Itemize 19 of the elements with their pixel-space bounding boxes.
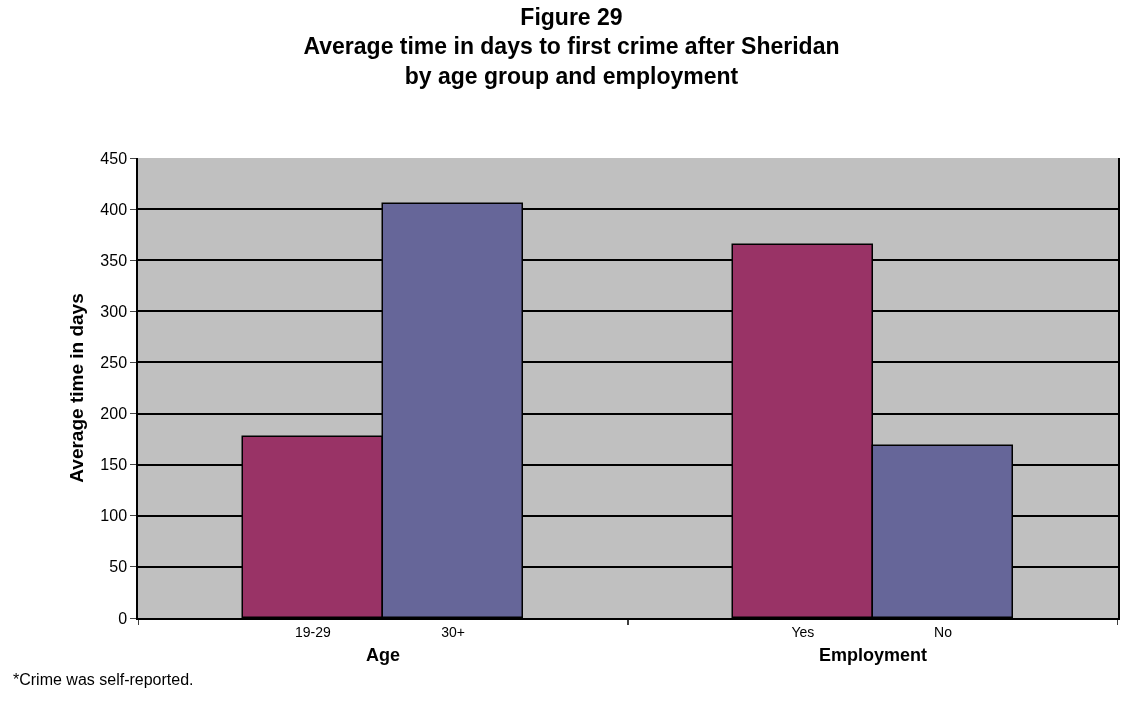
y-tick-label: 150	[100, 456, 128, 474]
y-tick-label: 300	[100, 302, 128, 320]
x-tick-label: 30+	[441, 623, 465, 640]
y-tick-label: 200	[100, 405, 128, 423]
y-tick-label: 250	[100, 354, 128, 372]
y-tick-label: 450	[100, 149, 128, 167]
y-tick-label: 50	[109, 558, 128, 576]
chart-title: Figure 29 Average time in days to first crime after Sheridan by age group and employment	[303, 3, 840, 90]
text: *Crime was self-reported.	[13, 671, 194, 688]
text: Employment	[819, 645, 928, 665]
y-axis-title: Average time in days	[65, 293, 87, 483]
x-tick-label: No	[934, 623, 953, 640]
x-tick-label: 19-29	[295, 623, 332, 640]
y-tick-label: 0	[118, 609, 128, 627]
y-tick-label: 100	[100, 507, 128, 525]
y-tick-label: 350	[100, 251, 128, 269]
y-tick-label: 400	[100, 200, 128, 218]
x-tick-label: Yes	[791, 623, 815, 640]
text: Age	[366, 645, 401, 665]
